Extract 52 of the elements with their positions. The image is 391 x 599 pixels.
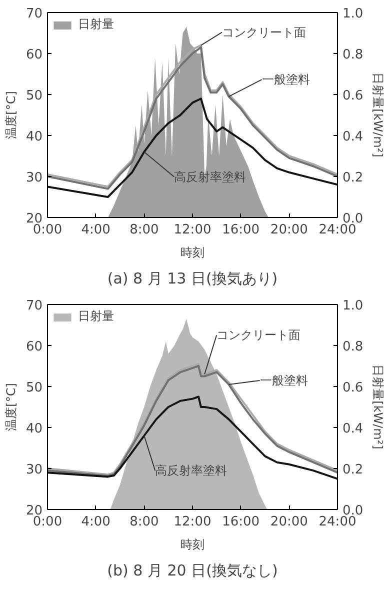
y2-axis-title: 日射量[kW/m²] bbox=[371, 72, 386, 158]
y-tick-label: 60 bbox=[26, 340, 43, 354]
y-tick-label: 50 bbox=[26, 88, 43, 104]
x-tick-label: 12:00 bbox=[174, 222, 212, 238]
y2-tick-label: 0.4 bbox=[342, 130, 364, 144]
y2-tick-label: 0.4 bbox=[342, 422, 364, 436]
x-tick-label: 4:00 bbox=[81, 222, 110, 238]
y2-tick-label: 1.0 bbox=[342, 6, 364, 22]
y2-tick-label: 0.2 bbox=[342, 462, 364, 478]
line-series bbox=[48, 98, 338, 198]
y-tick-label: 30 bbox=[26, 170, 43, 186]
x-tick-label: 8:00 bbox=[130, 222, 159, 238]
legend-label: 日射量 bbox=[78, 16, 114, 33]
y2-tick-label: 0.6 bbox=[342, 380, 364, 396]
x-axis-title: 時刻 bbox=[180, 538, 204, 552]
annotation: コンクリート面 bbox=[222, 25, 306, 40]
y-tick-label: 50 bbox=[26, 380, 43, 396]
text: (a) 8 月 13 日(換気あり) bbox=[107, 270, 278, 288]
y-axis-title: 温度[°C] bbox=[4, 91, 18, 139]
y2-tick-label: 0.8 bbox=[342, 340, 364, 354]
y-tick-label: 60 bbox=[26, 48, 43, 62]
text: (b) 8 月 20 日(換気なし) bbox=[107, 562, 278, 580]
y-tick-label: 40 bbox=[26, 130, 43, 144]
y2-tick-label: 0.6 bbox=[342, 88, 364, 104]
y-tick-label: 70 bbox=[26, 6, 43, 22]
x-tick-label: 20:00 bbox=[270, 222, 308, 238]
x-tick-label: 0:00 bbox=[32, 222, 62, 238]
y2-tick-label: 0.2 bbox=[342, 170, 364, 186]
annotation: 高反射率塗料 bbox=[155, 464, 228, 478]
y-tick-label: 30 bbox=[26, 462, 43, 478]
y2-axis-title: 日射量[kW/m²] bbox=[371, 364, 386, 450]
y-axis-title: 温度[°C] bbox=[4, 383, 18, 431]
x-axis-title: 時刻 bbox=[180, 246, 204, 260]
annotation: 一般塗料 bbox=[260, 373, 308, 388]
x-tick-label: 16:00 bbox=[222, 514, 260, 530]
annotation: 一般塗料 bbox=[262, 72, 310, 87]
x-tick-label: 20:00 bbox=[270, 514, 308, 530]
x-tick-label: 0:00 bbox=[32, 514, 62, 530]
annotation: 高反射率塗料 bbox=[174, 170, 246, 184]
x-tick-label: 24:00 bbox=[318, 514, 356, 530]
line-series bbox=[48, 396, 338, 480]
annotation: コンクリート面 bbox=[216, 328, 301, 342]
x-tick-label: 4:00 bbox=[81, 514, 110, 530]
legend-label: 日射量 bbox=[78, 308, 114, 325]
x-tick-label: 24:00 bbox=[318, 222, 356, 238]
y-tick-label: 40 bbox=[26, 422, 43, 436]
y-tick-label: 70 bbox=[26, 298, 43, 314]
y2-tick-label: 0.8 bbox=[342, 48, 364, 62]
x-tick-label: 12:00 bbox=[174, 514, 212, 530]
x-tick-label: 16:00 bbox=[222, 222, 260, 238]
y2-tick-label: 1.0 bbox=[342, 298, 364, 314]
x-tick-label: 8:00 bbox=[130, 514, 159, 530]
